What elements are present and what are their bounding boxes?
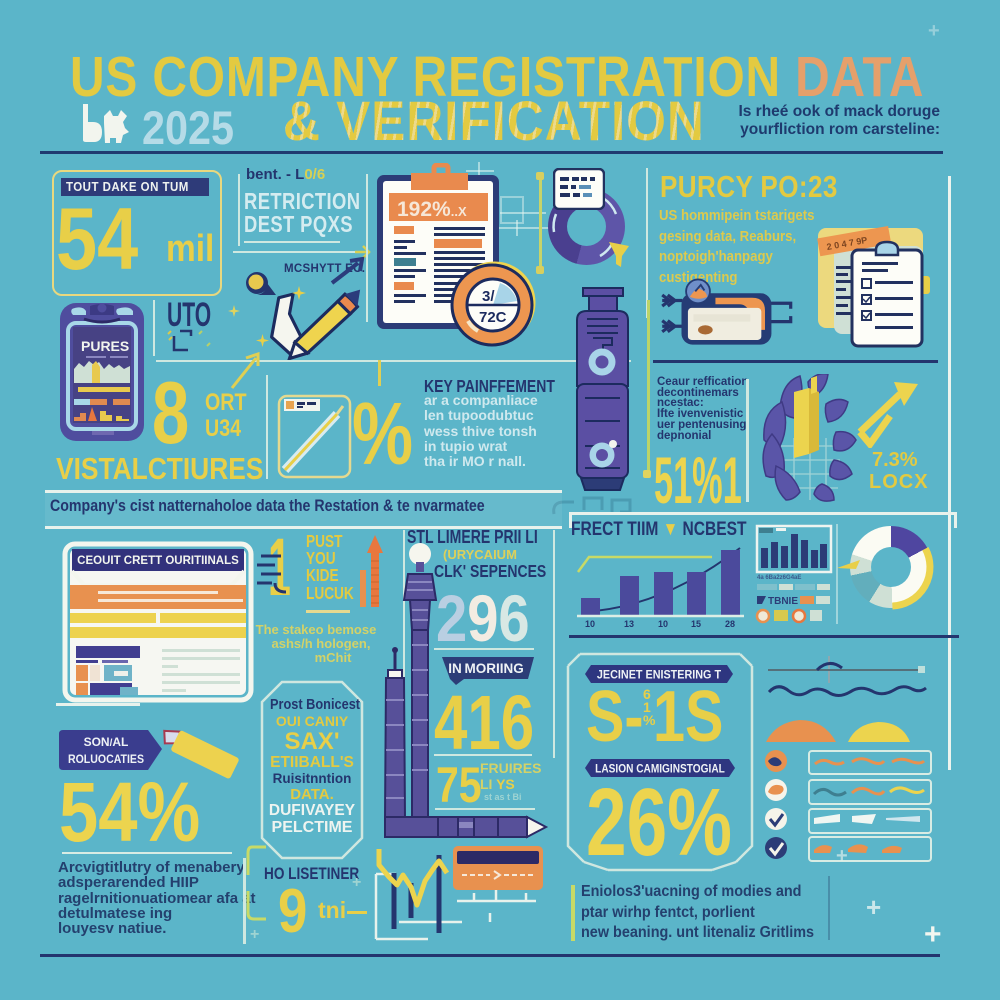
svg-text:10: 10 (585, 619, 595, 629)
svg-text:10: 10 (658, 619, 668, 629)
svg-text:28: 28 (725, 619, 735, 629)
svg-text:72C: 72C (479, 309, 507, 326)
svg-text:TBNIE: TBNIE (768, 596, 798, 607)
svg-text:JECINET ENISTERING T: JECINET ENISTERING T (597, 669, 721, 682)
svg-text:PURES: PURES (81, 338, 129, 354)
svg-text:SON/AL: SON/AL (84, 735, 129, 749)
svg-text:4a 6Ba2z6G4aE: 4a 6Ba2z6G4aE (757, 575, 801, 581)
svg-text:ROLUOCATIES: ROLUOCATIES (68, 753, 144, 766)
svg-text:IN MORIING: IN MORIING (448, 661, 523, 676)
svg-text:13: 13 (624, 619, 634, 629)
svg-text:LASION CAMIGINSTOGIAL: LASION CAMIGINSTOGIAL (595, 763, 725, 776)
svg-text:15: 15 (691, 619, 701, 629)
svg-text:CEOUIT CRETT OURITIINALS: CEOUIT CRETT OURITIINALS (77, 555, 239, 567)
svg-text:192%..X: 192%..X (397, 198, 467, 221)
svg-text:3/: 3/ (482, 288, 495, 305)
